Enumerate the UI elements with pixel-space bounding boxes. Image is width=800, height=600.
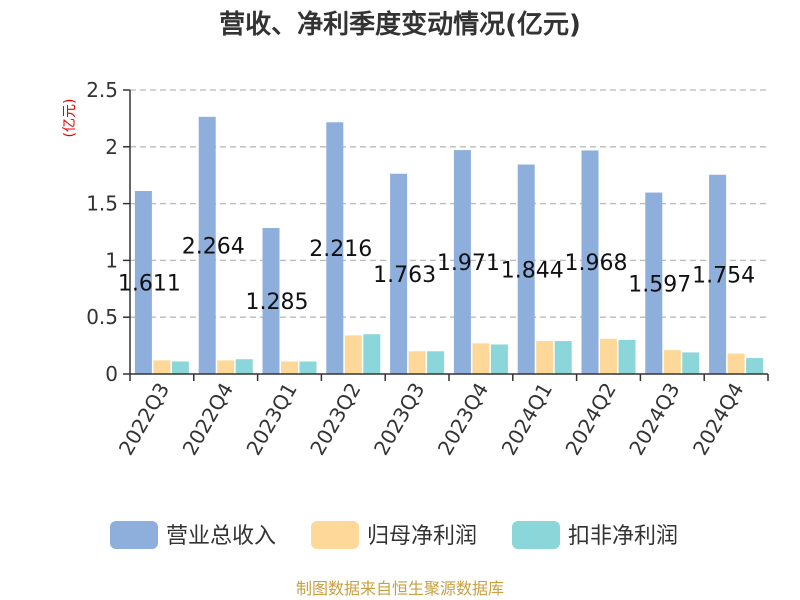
x-tick-label: 2024Q4 <box>688 379 748 460</box>
y-tick-label: 0.5 <box>86 305 118 329</box>
bar-revenue <box>326 122 344 375</box>
x-tick-label: 2023Q3 <box>369 379 429 460</box>
bar-net-profit <box>472 343 490 374</box>
bar-net-profit <box>727 353 745 374</box>
legend-item: 归母净利润 <box>311 521 477 549</box>
data-label: 2.216 <box>309 237 372 262</box>
bar-net-profit <box>663 350 681 374</box>
bar-deducted-net-profit <box>363 334 381 374</box>
data-label: 1.754 <box>692 263 755 288</box>
data-label: 1.611 <box>118 271 181 296</box>
y-tick-label: 0 <box>105 362 118 386</box>
y-tick-label: 1.5 <box>86 192 118 216</box>
bar-revenue <box>581 150 599 374</box>
bar-deducted-net-profit <box>618 339 636 374</box>
data-label: 1.971 <box>437 251 500 276</box>
bar-deducted-net-profit <box>746 358 764 374</box>
legend-swatch <box>110 521 158 549</box>
data-label: 1.763 <box>373 263 436 288</box>
legend-label: 营业总收入 <box>166 524 276 549</box>
bar-revenue <box>134 190 152 374</box>
y-tick-label: 2.5 <box>86 78 118 102</box>
bar-deducted-net-profit <box>235 359 253 374</box>
bar-net-profit <box>344 335 362 374</box>
source-note: 制图数据来自恒生聚源数据库 <box>296 579 504 598</box>
data-label: 1.285 <box>246 290 309 315</box>
x-tick-label: 2024Q2 <box>560 379 620 460</box>
bars <box>134 116 764 375</box>
data-label: 1.597 <box>628 272 691 297</box>
x-tick-label: 2023Q1 <box>241 379 301 460</box>
legend-label: 归母净利润 <box>367 524 477 549</box>
data-label: 1.968 <box>565 251 628 276</box>
bar-revenue <box>709 174 727 374</box>
bar-net-profit <box>536 341 554 374</box>
bar-deducted-net-profit <box>490 344 508 374</box>
legend-swatch <box>311 521 359 549</box>
bar-deducted-net-profit <box>299 361 317 374</box>
y-tick-label: 1 <box>105 248 118 272</box>
y-axis-label: (亿元) <box>62 99 78 138</box>
data-label: 2.264 <box>182 234 245 259</box>
x-tick-label: 2022Q3 <box>114 379 174 460</box>
chart-title: 营收、净利季度变动情况(亿元) <box>219 9 581 40</box>
data-label: 1.844 <box>501 258 564 283</box>
bar-net-profit <box>153 360 171 374</box>
bar-deducted-net-profit <box>427 351 445 374</box>
bar-net-profit <box>408 351 426 374</box>
bar-deducted-net-profit <box>171 361 189 374</box>
x-tick-label: 2022Q4 <box>178 379 238 460</box>
legend-item: 扣非净利润 <box>512 521 678 549</box>
bar-revenue <box>645 192 663 374</box>
x-tick-label: 2023Q2 <box>305 379 365 460</box>
bar-net-profit <box>217 360 235 374</box>
legend-item: 营业总收入 <box>110 521 276 549</box>
x-tick-label: 2024Q3 <box>624 379 684 460</box>
legend-label: 扣非净利润 <box>568 524 678 549</box>
bar-revenue <box>262 228 280 374</box>
bar-revenue <box>517 164 535 374</box>
y-tick-label: 2 <box>105 135 118 159</box>
legend-swatch <box>512 521 560 549</box>
bar-revenue <box>453 150 471 374</box>
bar-deducted-net-profit <box>554 341 572 374</box>
bar-revenue <box>390 173 408 374</box>
bar-net-profit <box>600 338 617 374</box>
bar-deducted-net-profit <box>682 352 700 374</box>
bar-revenue <box>198 116 216 374</box>
x-tick-label: 2024Q1 <box>497 379 557 460</box>
x-tick-label: 2023Q4 <box>433 379 493 460</box>
legend: 营业总收入 归母净利润 扣非净利润 <box>110 521 678 549</box>
bar-net-profit <box>281 361 298 374</box>
